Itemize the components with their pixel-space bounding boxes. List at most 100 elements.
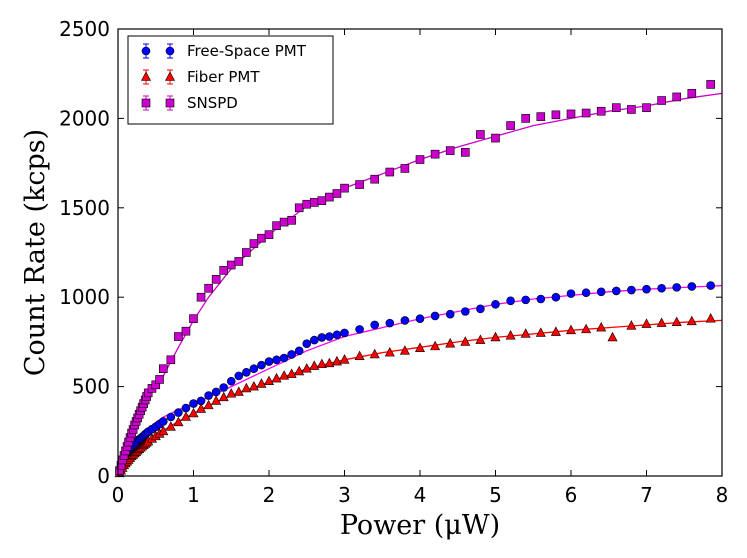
data-point <box>596 321 607 332</box>
data-point <box>174 408 183 417</box>
data-point <box>460 148 470 157</box>
data-point <box>491 300 500 309</box>
data-point <box>309 360 320 370</box>
data-point <box>581 108 591 118</box>
data-point <box>279 370 290 380</box>
data-point <box>521 114 531 123</box>
y-tick-label: 2500 <box>59 17 110 41</box>
data-point <box>211 395 222 405</box>
data-point <box>521 295 531 305</box>
data-point <box>165 421 176 431</box>
data-point <box>242 367 251 377</box>
data-point <box>581 323 592 334</box>
y-tick-label: 500 <box>72 375 110 399</box>
data-point <box>566 109 576 119</box>
data-point <box>506 296 515 306</box>
data-point <box>317 196 327 205</box>
data-point <box>174 332 183 341</box>
x-tick-label: 4 <box>414 483 427 507</box>
data-point <box>257 233 266 243</box>
data-point <box>204 283 213 293</box>
legend-box <box>127 35 334 125</box>
x-tick-label: 6 <box>565 483 578 507</box>
data-point <box>242 248 251 257</box>
data-point <box>219 266 228 275</box>
data-point <box>430 340 441 351</box>
y-axis-label: Count Rate (kcps) <box>20 129 51 376</box>
data-point <box>287 350 296 359</box>
data-points <box>114 80 716 478</box>
data-point <box>642 284 651 294</box>
data-point <box>384 346 395 357</box>
data-point <box>204 391 213 400</box>
data-point <box>551 110 561 120</box>
data-point <box>159 417 168 426</box>
data-point <box>445 338 456 348</box>
data-point <box>226 388 237 398</box>
data-point <box>264 230 274 239</box>
data-point <box>188 407 199 418</box>
data-point <box>302 199 312 209</box>
data-point <box>476 304 485 314</box>
data-point <box>249 239 259 248</box>
data-point <box>339 354 350 364</box>
data-point <box>233 386 244 396</box>
data-point <box>189 314 198 323</box>
data-point <box>642 103 651 112</box>
y-tick-label: 2000 <box>59 106 110 130</box>
data-point <box>657 96 666 105</box>
data-point <box>294 203 304 213</box>
x-tick-label: 0 <box>112 483 125 507</box>
data-point <box>234 257 244 266</box>
data-point <box>581 288 591 298</box>
legend-marker <box>165 98 175 108</box>
data-point <box>415 314 425 323</box>
legend-marker <box>141 71 151 81</box>
data-point <box>256 378 267 388</box>
data-point <box>399 345 410 355</box>
data-point <box>249 364 259 374</box>
data-point <box>203 399 214 410</box>
data-point <box>340 183 349 193</box>
data-point <box>173 416 184 427</box>
data-point <box>264 357 274 366</box>
data-point <box>279 353 289 363</box>
data-point <box>626 320 637 330</box>
data-point <box>181 403 191 413</box>
data-point <box>445 309 455 319</box>
data-point <box>657 283 666 293</box>
data-point <box>706 80 715 89</box>
data-point <box>309 335 319 345</box>
data-point <box>226 376 236 386</box>
data-point <box>607 331 618 342</box>
data-point <box>400 164 410 173</box>
y-tick-label: 1000 <box>59 285 110 309</box>
legend-label: SNSPD <box>187 94 238 112</box>
data-point <box>596 287 606 297</box>
data-point <box>309 198 319 207</box>
data-point <box>430 149 440 159</box>
data-point <box>445 146 455 155</box>
data-point <box>460 336 471 346</box>
data-point <box>686 315 697 326</box>
data-point <box>415 155 425 164</box>
data-point <box>355 180 364 189</box>
data-point <box>672 92 682 102</box>
data-point <box>627 105 636 114</box>
data-point <box>241 382 252 393</box>
data-point <box>271 372 282 383</box>
legend-label: Fiber PMT <box>187 68 260 86</box>
data-point <box>180 411 191 421</box>
data-point <box>475 334 486 344</box>
data-point <box>272 355 281 365</box>
data-point <box>196 403 207 413</box>
data-point <box>476 130 485 139</box>
data-point <box>706 281 715 290</box>
data-point <box>218 391 229 402</box>
data-point <box>355 325 364 334</box>
legend-entry: Fiber PMT <box>141 68 260 86</box>
legend-marker <box>141 46 151 56</box>
data-point <box>627 285 636 295</box>
